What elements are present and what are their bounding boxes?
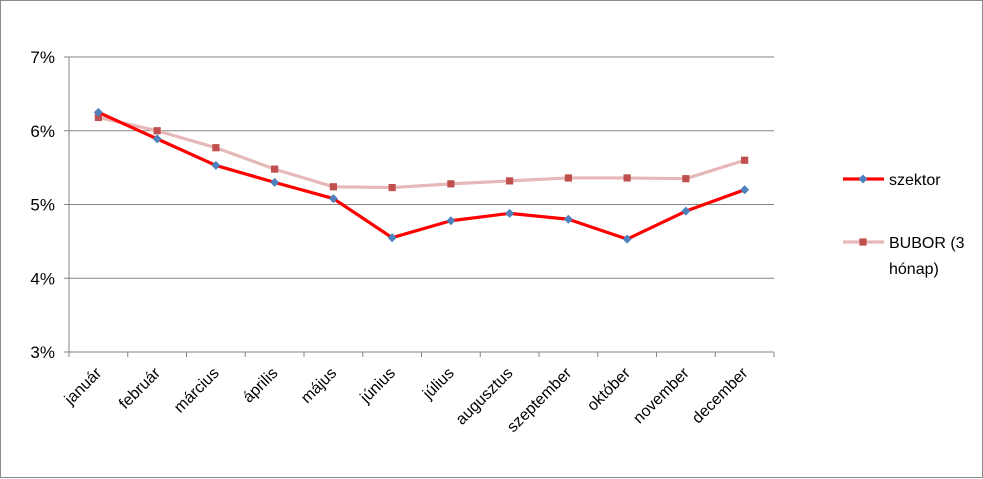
x-tick-label: január: [61, 364, 106, 409]
data-point: [741, 156, 749, 164]
legend: szektor BUBOR (3 hónap): [843, 172, 965, 278]
data-point: [271, 165, 279, 173]
series-0: [93, 107, 750, 244]
data-point: [94, 113, 102, 122]
x-tick-label: december: [689, 364, 752, 427]
data-point: [212, 144, 220, 152]
x-tick-label: július: [419, 365, 458, 404]
x-tick-label: április: [240, 365, 282, 407]
data-point: [388, 183, 396, 192]
data-point: [740, 185, 750, 195]
data-point: [563, 214, 573, 224]
data-point: [152, 134, 162, 144]
y-tick-label: 5%: [30, 196, 55, 215]
legend-swatch-marker: [858, 174, 868, 184]
y-tick-label: 7%: [30, 48, 55, 67]
series-line: [98, 115, 746, 190]
series-line: [97, 110, 746, 241]
legend-label: szektor: [889, 172, 941, 189]
data-point: [387, 233, 397, 243]
data-point: [623, 174, 631, 182]
x-tick-label: március: [171, 365, 223, 417]
y-tick-label: 4%: [30, 269, 55, 288]
x-tick-label: február: [116, 364, 164, 412]
x-tick-label: október: [584, 364, 634, 414]
gridlines: [69, 56, 774, 279]
data-point: [211, 160, 221, 170]
y-tick-label: 3%: [30, 343, 55, 362]
legend-item-0: szektor: [843, 172, 941, 189]
data-point: [447, 180, 455, 188]
legend-swatch-marker: [859, 238, 867, 246]
data-point: [446, 216, 456, 226]
data-point: [328, 194, 338, 204]
data-point: [682, 175, 690, 183]
data-point: [506, 177, 514, 185]
x-tick-label: május: [298, 365, 340, 407]
data-point: [622, 234, 632, 244]
data-point: [505, 208, 515, 218]
series-1: [94, 113, 749, 192]
series: [93, 107, 750, 244]
axes: [64, 56, 775, 357]
y-tick-label: 6%: [30, 122, 55, 141]
x-tick-label: november: [630, 364, 693, 427]
data-point: [270, 177, 280, 187]
legend-label: BUBOR (3: [889, 235, 965, 252]
x-tick-label: június: [357, 365, 399, 407]
legend-label: hónap): [889, 261, 939, 278]
data-point: [329, 183, 337, 191]
x-tick-label: szeptember: [504, 364, 576, 436]
y-axis-ticks: 3% 4% 5% 6% 7%: [30, 48, 55, 362]
x-tick-label: augusztus: [453, 365, 517, 429]
data-point: [681, 206, 691, 216]
data-point: [564, 174, 572, 182]
data-point: [93, 107, 103, 117]
legend-item-1: BUBOR (3 hónap): [843, 235, 965, 278]
x-axis-ticks: január február március április május június jú…: [61, 364, 752, 436]
data-point: [153, 127, 161, 135]
